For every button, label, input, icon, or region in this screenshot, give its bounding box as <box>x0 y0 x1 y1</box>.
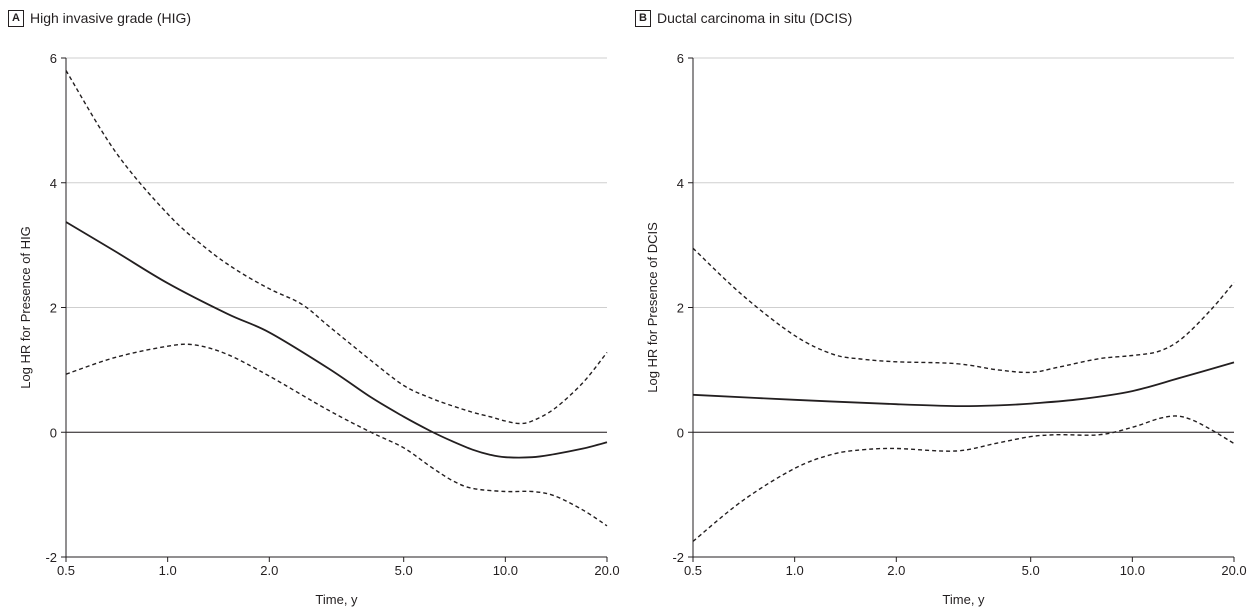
panel-a-title: High invasive grade (HIG) <box>30 10 192 26</box>
x-tick-label: 2.0 <box>260 563 278 578</box>
x-tick-label: 2.0 <box>887 563 905 578</box>
x-axis-label: Time, y <box>315 592 358 607</box>
panel-b-header: B Ductal carcinoma in situ (DCIS) <box>635 9 852 27</box>
y-tick-label: -2 <box>672 550 684 565</box>
panel-a-letter: A <box>8 9 24 27</box>
y-axis-label: Log HR for Presence of DCIS <box>645 222 660 393</box>
hr-estimate-line <box>692 361 1235 408</box>
x-tick-label: 1.0 <box>159 563 177 578</box>
y-tick-label: 6 <box>677 51 684 66</box>
x-tick-label: 1.0 <box>786 563 804 578</box>
panel-b-title: Ductal carcinoma in situ (DCIS) <box>657 10 853 26</box>
panel-a-header: A High invasive grade (HIG) <box>8 9 191 27</box>
panel-b-letter: B <box>635 9 651 27</box>
x-tick-label: 5.0 <box>395 563 413 578</box>
y-tick-label: 2 <box>677 301 684 316</box>
lower-ci-line <box>65 343 608 527</box>
lower-ci-line <box>692 415 1235 542</box>
upper-ci-line <box>692 247 1235 374</box>
y-axis-label: Log HR for Presence of HIG <box>18 226 33 389</box>
panel-a: A High invasive grade (HIG) -2 0 2 4 6 0.5 1.0… <box>8 9 620 607</box>
x-axis-label: Time, y <box>942 592 985 607</box>
x-tick-label: 20.0 <box>1221 563 1246 578</box>
y-tick-label: 4 <box>50 176 57 191</box>
panel-b-plot: -2 0 2 4 6 0.5 1.0 2.0 5.0 10.0 20.0 Time, y Log HR … <box>645 51 1247 607</box>
panel-b: B Ductal carcinoma in situ (DCIS) -2 0 2 4 6… <box>627 0 1254 607</box>
x-tick-label: 10.0 <box>1120 563 1145 578</box>
x-tick-label: 0.5 <box>57 563 75 578</box>
y-tick-label: -2 <box>45 550 57 565</box>
panel-a-plot: -2 0 2 4 6 0.5 1.0 2.0 5.0 10.0 20.0 Time, y Log HR … <box>18 51 620 607</box>
x-tick-label: 5.0 <box>1022 563 1040 578</box>
hr-estimate-line <box>65 221 608 459</box>
y-tick-label: 4 <box>677 176 684 191</box>
y-tick-label: 6 <box>50 51 57 66</box>
y-tick-label: 0 <box>677 425 684 440</box>
y-tick-label: 0 <box>50 425 57 440</box>
y-tick-label: 2 <box>50 301 57 316</box>
x-tick-label: 0.5 <box>684 563 702 578</box>
x-tick-label: 10.0 <box>493 563 518 578</box>
upper-ci-line <box>65 70 608 425</box>
x-tick-label: 20.0 <box>594 563 619 578</box>
